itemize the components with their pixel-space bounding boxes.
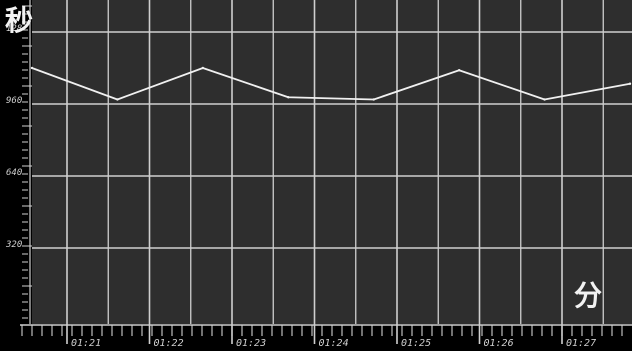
x-tick-label: 01:21: [71, 338, 101, 349]
series-line: [31, 67, 631, 101]
grid: [32, 0, 632, 344]
data-point: [116, 98, 119, 101]
y-tick-label: 960: [6, 96, 22, 106]
data-point: [30, 66, 34, 70]
y-tick-label: 640: [6, 168, 22, 178]
x-tick-label: 01:26: [484, 338, 514, 349]
x-axis-ruler: [20, 324, 632, 336]
x-tick-label: 01:27: [566, 338, 596, 349]
series-layer: [30, 66, 632, 101]
data-point: [372, 98, 375, 101]
data-point: [287, 96, 290, 99]
x-tick-label: 01:25: [401, 338, 431, 349]
plot-area: [32, 0, 632, 324]
x-tick-label: 01:23: [236, 338, 266, 349]
y-tick-labels: 320 640 960 128: [5, 24, 22, 250]
x-axis-title: 分: [574, 279, 602, 312]
x-tick-label: 01:22: [154, 338, 184, 349]
y-tick-label: 128: [6, 24, 22, 34]
data-point: [543, 98, 546, 101]
y-tick-label: 320: [5, 240, 22, 250]
data-point: [201, 66, 205, 70]
data-point: [628, 82, 632, 85]
x-tick-label: 01:24: [319, 338, 349, 349]
y-axis-title: 秒: [5, 4, 33, 37]
y-axis-ruler: [22, 0, 32, 324]
x-tick-labels: 01:21 01:22 01:23 01:24 01:25 01:26 01:27: [71, 338, 596, 349]
data-point: [457, 69, 461, 72]
